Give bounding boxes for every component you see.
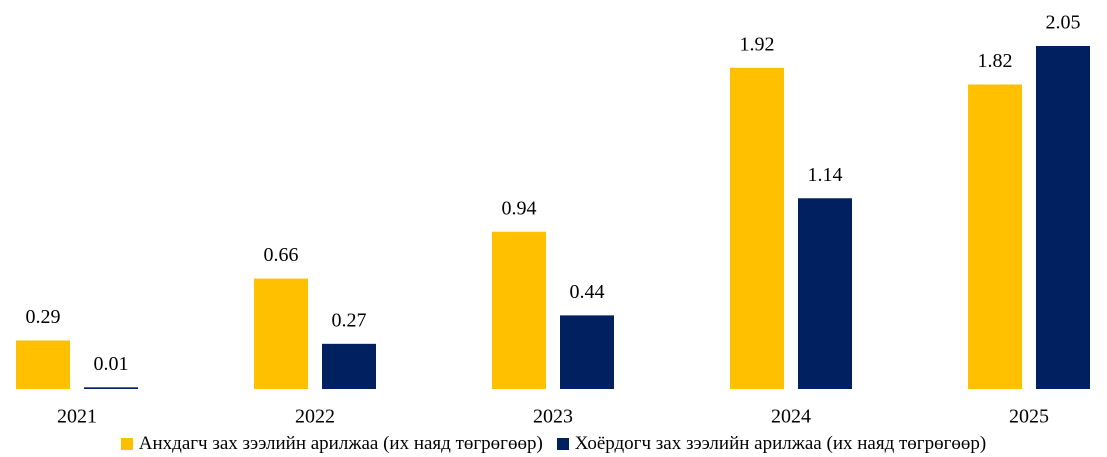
bar xyxy=(968,84,1022,390)
legend-item: Хоёрдогч зах зээлийн арилжаа (их наяд тө… xyxy=(556,432,987,455)
value-label: 1.82 xyxy=(978,50,1013,72)
value-label: 0.44 xyxy=(570,281,605,303)
chart: 2021 0.29 0.01 2022 0.66 0.27 2023 0.94 0.44 2024… xyxy=(16,12,1090,428)
x-tick-label: 2025 xyxy=(1009,406,1049,428)
legend: Анхдагч зах зээлийн арилжаа (их наяд төг… xyxy=(0,430,1107,457)
bar xyxy=(254,278,308,389)
x-tick-label: 2022 xyxy=(295,406,335,428)
value-label: 1.14 xyxy=(808,164,843,186)
bar xyxy=(560,315,614,389)
legend-label: Хоёрдогч зах зээлийн арилжаа (их наяд тө… xyxy=(574,432,987,454)
bar xyxy=(1036,46,1090,389)
legend-label: Анхдагч зах зээлийн арилжаа (их наяд төг… xyxy=(138,432,543,454)
value-label: 2.05 xyxy=(1046,12,1081,34)
bar xyxy=(322,343,376,389)
bar xyxy=(84,387,138,389)
legend-swatch xyxy=(556,437,569,450)
value-label: 1.92 xyxy=(740,33,775,55)
legend-item: Анхдагч зах зээлийн арилжаа (их наяд төг… xyxy=(120,432,543,455)
x-tick-label: 2021 xyxy=(57,406,97,428)
x-tick-label: 2023 xyxy=(533,406,573,428)
value-label: 0.27 xyxy=(332,309,367,331)
x-tick-label: 2024 xyxy=(771,406,811,428)
bar xyxy=(730,67,784,389)
bar xyxy=(492,231,546,389)
legend-swatch xyxy=(120,437,133,450)
value-label: 0.94 xyxy=(502,197,537,219)
value-label: 0.29 xyxy=(26,306,61,328)
value-label: 0.01 xyxy=(94,353,129,375)
value-label: 0.66 xyxy=(264,244,299,266)
bar xyxy=(798,198,852,389)
bar xyxy=(16,340,70,389)
